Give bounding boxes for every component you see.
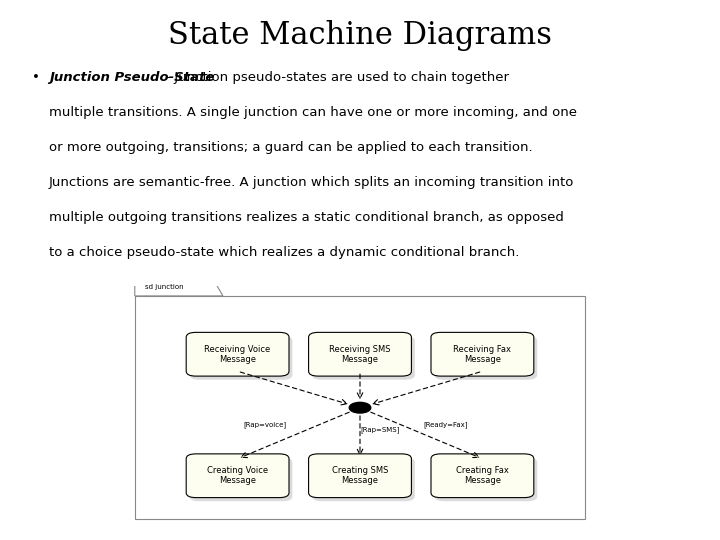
Text: or more outgoing, transitions; a guard can be applied to each transition.: or more outgoing, transitions; a guard c… xyxy=(49,141,533,154)
FancyBboxPatch shape xyxy=(431,332,534,376)
FancyBboxPatch shape xyxy=(186,332,289,376)
FancyBboxPatch shape xyxy=(312,336,415,380)
Text: Creating Voice
Message: Creating Voice Message xyxy=(207,466,268,485)
Text: [Rap=SMS]: [Rap=SMS] xyxy=(360,427,400,433)
Text: •: • xyxy=(32,71,40,84)
Text: Creating SMS
Message: Creating SMS Message xyxy=(332,466,388,485)
Text: [Rap=voice]: [Rap=voice] xyxy=(243,422,286,428)
FancyBboxPatch shape xyxy=(189,336,292,380)
FancyBboxPatch shape xyxy=(431,454,534,498)
FancyBboxPatch shape xyxy=(186,454,289,498)
Circle shape xyxy=(349,402,371,413)
Text: Receiving SMS
Message: Receiving SMS Message xyxy=(329,345,391,364)
Text: - Junction pseudo-states are used to chain together: - Junction pseudo-states are used to cha… xyxy=(161,71,508,84)
FancyBboxPatch shape xyxy=(309,454,411,498)
Text: Junction Pseudo-State: Junction Pseudo-State xyxy=(49,71,215,84)
FancyBboxPatch shape xyxy=(189,457,292,501)
Text: multiple transitions. A single junction can have one or more incoming, and one: multiple transitions. A single junction … xyxy=(49,106,577,119)
Text: multiple outgoing transitions realizes a static conditional branch, as opposed: multiple outgoing transitions realizes a… xyxy=(49,211,564,224)
Text: sd junction: sd junction xyxy=(145,285,183,291)
FancyBboxPatch shape xyxy=(434,457,537,501)
FancyBboxPatch shape xyxy=(309,332,411,376)
FancyBboxPatch shape xyxy=(312,457,415,501)
FancyBboxPatch shape xyxy=(434,336,537,380)
Text: Junctions are semantic-free. A junction which splits an incoming transition into: Junctions are semantic-free. A junction … xyxy=(49,177,575,190)
Text: State Machine Diagrams: State Machine Diagrams xyxy=(168,19,552,51)
Text: Creating Fax
Message: Creating Fax Message xyxy=(456,466,509,485)
Text: [Ready=Fax]: [Ready=Fax] xyxy=(423,422,468,428)
Text: Receiving Fax
Message: Receiving Fax Message xyxy=(454,345,511,364)
Text: Receiving Voice
Message: Receiving Voice Message xyxy=(204,345,271,364)
Text: to a choice pseudo-state which realizes a dynamic conditional branch.: to a choice pseudo-state which realizes … xyxy=(49,246,519,259)
